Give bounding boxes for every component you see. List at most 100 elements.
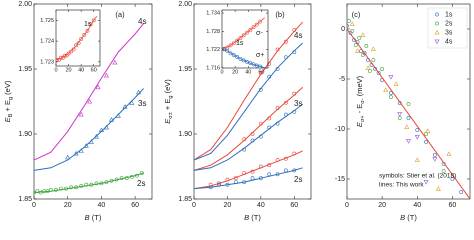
point [222, 47, 226, 52]
y-tick-label: 1.95 [18, 66, 32, 73]
y-tick-label: 1.90 [18, 131, 32, 138]
point [59, 55, 63, 60]
axis-label-part: σ- [360, 98, 366, 103]
point [284, 100, 288, 105]
curve [34, 172, 144, 193]
point [59, 186, 63, 191]
point [245, 30, 249, 35]
inset-curve-label: σ+ [256, 52, 264, 59]
point [275, 106, 280, 110]
point [208, 185, 213, 190]
point [88, 22, 93, 27]
x-tick-label: 40 [245, 69, 251, 75]
point [85, 28, 90, 33]
axis-label-part: (meV) [355, 75, 364, 98]
point [414, 157, 420, 162]
point [238, 56, 243, 61]
point [109, 178, 114, 183]
point [397, 116, 402, 120]
point [82, 32, 87, 37]
point [235, 38, 240, 43]
point [415, 128, 420, 132]
legend-marker [434, 29, 440, 35]
point [242, 137, 247, 142]
curve-label: 3s [138, 99, 146, 108]
point [267, 163, 272, 168]
point [34, 190, 36, 195]
point [275, 67, 280, 71]
axis-label-part: g [8, 97, 14, 100]
point [435, 186, 441, 191]
point [65, 154, 71, 160]
point [365, 65, 371, 70]
point [406, 116, 411, 120]
point [292, 91, 297, 96]
y-tick-label: 1.85 [18, 196, 32, 203]
point [74, 43, 79, 48]
axis-label-part: (eV) [3, 80, 12, 97]
point [57, 57, 62, 62]
point [231, 41, 236, 46]
x-tick-label: 20 [66, 67, 72, 73]
y-tick-label: -5 [339, 76, 345, 83]
inset-frame [55, 9, 101, 67]
y-tick-label: 1.728 [206, 29, 220, 35]
point [84, 182, 89, 187]
point [241, 58, 246, 63]
point [284, 168, 288, 173]
panel-label: (a) [115, 10, 125, 19]
point [74, 185, 79, 190]
annotation: lines: This work [379, 182, 424, 189]
inset-curve-label: 1s [84, 21, 92, 28]
point [388, 75, 394, 80]
point [88, 139, 94, 144]
point [389, 95, 393, 99]
point [251, 62, 256, 67]
point [248, 61, 253, 66]
point [267, 61, 272, 66]
axis-label-part: g [168, 96, 174, 99]
point [71, 47, 76, 52]
point [242, 171, 247, 175]
point [423, 180, 429, 185]
point [225, 182, 230, 187]
x-tick-label: 0 [345, 202, 349, 209]
point [248, 28, 253, 33]
point [258, 176, 263, 181]
curve [347, 28, 470, 199]
plot-area [222, 17, 265, 68]
point [93, 133, 99, 139]
x-tick-label: 20 [232, 69, 238, 75]
figure: 0 20 40 601.851.901.952.00B (T)EB + Eg (eV)… [3, 1, 471, 222]
point [254, 22, 259, 27]
point [284, 39, 288, 44]
x-tick-label: 0 [220, 69, 223, 75]
axis-label-part: (T) [405, 213, 417, 222]
point [284, 55, 288, 60]
point [136, 89, 142, 95]
y-tick-label: 0 [341, 26, 345, 33]
axis-label-part: B [85, 213, 90, 222]
point [347, 24, 349, 28]
point [228, 43, 233, 48]
point [103, 72, 109, 78]
point [73, 150, 79, 156]
axis-label-part: B [8, 113, 14, 117]
x-tick-label: 60 [131, 202, 139, 209]
y-tick-label: -10 [335, 126, 345, 133]
y-tick-label: 1.95 [178, 66, 192, 73]
x-tick-label: 40 [257, 202, 265, 209]
point [380, 67, 385, 71]
point [208, 182, 213, 187]
point [241, 33, 246, 38]
point [425, 128, 431, 133]
point [258, 64, 263, 68]
point [267, 116, 272, 121]
y-tick-label: 1.723 [40, 59, 54, 65]
annotation: symbols: Stier et al. (2018) [379, 173, 456, 180]
point [347, 19, 351, 23]
point [389, 91, 393, 95]
curve [194, 167, 303, 190]
legend-label: 1s [445, 11, 453, 18]
point [292, 168, 297, 173]
